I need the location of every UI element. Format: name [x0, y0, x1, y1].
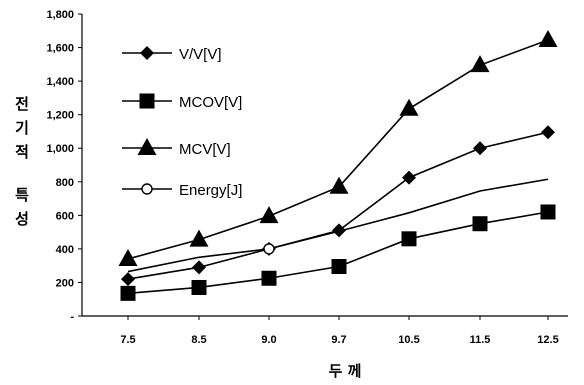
legend: V/V[V] MCOV[V] MCV[V] Energy[J] [122, 46, 242, 199]
y-tick-label: - [70, 311, 74, 323]
legend-label: Energy[J] [179, 182, 242, 199]
x-tick-label: 11.5 [470, 334, 491, 346]
data-point-triangle [538, 30, 558, 48]
x-tick-label: 9.0 [261, 334, 276, 346]
x-tick-label: 12.5 [537, 334, 558, 346]
data-point-square [191, 279, 207, 295]
y-tick-label: 1,000 [46, 143, 74, 155]
data-point-triangle [399, 98, 419, 116]
data-point-triangle [259, 206, 279, 224]
x-tick-label: 7.5 [120, 334, 135, 346]
legend-marker-circle [141, 183, 153, 195]
y-axis-title-char: 성 [15, 210, 29, 228]
legend-label: MCV[V] [179, 141, 231, 158]
legend-marker-diamond [140, 46, 154, 60]
data-point-square [261, 270, 277, 286]
data-point-diamond [473, 141, 487, 156]
y-tick-label: 1,400 [46, 76, 74, 88]
x-axis-title: 두 께 [329, 362, 362, 380]
data-point-diamond [541, 125, 555, 140]
data-point-square [120, 285, 136, 301]
x-tick-label: 8.5 [191, 334, 206, 346]
axes [78, 13, 568, 320]
y-tick-label: 1,200 [46, 110, 74, 122]
data-point-triangle [470, 55, 490, 73]
y-axis-title-char: 특 [15, 186, 29, 204]
data-point-square [331, 259, 347, 275]
series-markers [118, 30, 558, 301]
data-point-triangle [189, 229, 209, 247]
legend-marker-triangle [137, 138, 157, 155]
data-point-square [540, 204, 556, 220]
y-tick-label: 200 [56, 277, 74, 289]
data-point-triangle [118, 248, 138, 266]
y-tick-label: 400 [56, 244, 74, 256]
x-tick-label: 9.7 [331, 334, 346, 346]
y-tick-label: 1,600 [46, 43, 74, 55]
y-axis-title-char: 기 [15, 119, 29, 137]
legend-label: MCOV[V] [179, 94, 242, 111]
data-point-diamond [332, 223, 346, 238]
data-point-triangle [329, 176, 349, 194]
data-point-square [401, 231, 417, 247]
y-tick-label: 600 [56, 210, 74, 222]
data-point-diamond [192, 260, 206, 275]
data-point-square [472, 216, 488, 232]
x-tick-labels: 7.5 8.5 9.0 9.7 10.5 11.5 12.5 [120, 334, 558, 346]
y-axis-title-char: 전 [15, 95, 29, 113]
y-axis-title-char: 적 [15, 143, 29, 161]
data-point-diamond [402, 170, 416, 185]
legend-marker-square [139, 93, 155, 109]
x-tick-label: 10.5 [398, 334, 419, 346]
data-point-circle [263, 243, 275, 255]
y-tick-label: 1,800 [46, 9, 74, 21]
legend-label: V/V[V] [179, 46, 222, 63]
y-tick-label: 800 [56, 177, 74, 189]
y-tick-labels: - 200 400 600 800 1,000 1,200 1,400 1,600 1,800 [46, 9, 74, 323]
series-lines [127, 39, 549, 295]
data-point-diamond [121, 272, 135, 287]
